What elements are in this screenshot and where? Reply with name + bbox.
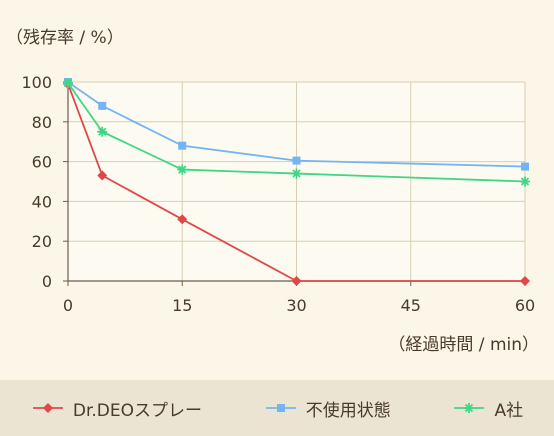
x-tick-label: 0	[63, 296, 73, 315]
data-point-1	[292, 156, 301, 165]
data-point-0	[177, 214, 188, 225]
legend-label: Dr.DEOスプレー	[72, 400, 202, 421]
y-tick-label: 60	[32, 153, 52, 172]
data-point-2	[291, 168, 302, 179]
plot-area: 0 20 40 60 80 100 0 15 30 45 60	[21, 73, 535, 315]
legend-swatch-icon	[32, 403, 63, 413]
x-tick-label: 15	[172, 296, 192, 315]
legend-item-1: 不使用状態	[264, 396, 391, 421]
data-point-1	[521, 162, 529, 171]
y-axis-label: （残存率 / %）	[6, 28, 124, 48]
data-point-1	[98, 101, 107, 110]
data-point-1	[178, 141, 187, 150]
legend-item-2: A社	[452, 396, 523, 421]
x-tick-label: 60	[515, 296, 535, 315]
y-tick-label: 100	[21, 73, 52, 92]
data-point-2	[63, 77, 73, 88]
legend: Dr.DEOスプレー 不使用状態 A社	[0, 380, 554, 436]
legend-swatch-icon	[265, 404, 296, 412]
legend-label: A社	[494, 400, 524, 421]
y-tick-label: 20	[32, 232, 52, 251]
y-tick-label: 40	[32, 192, 52, 211]
data-point-2	[520, 176, 530, 187]
x-axis-label: （経過時間 / min）	[388, 335, 539, 355]
legend-swatch-icon	[454, 403, 485, 413]
data-point-0	[97, 170, 108, 181]
data-point-2	[177, 164, 188, 175]
data-point-0	[520, 276, 530, 286]
x-tick-label: 30	[286, 296, 306, 315]
y-tick-label: 0	[42, 272, 52, 291]
legend-item-0: Dr.DEOスプレー	[31, 396, 202, 421]
x-tick-label: 45	[401, 296, 421, 315]
data-point-2	[97, 126, 108, 137]
y-tick-label: 80	[32, 113, 52, 132]
data-point-0	[291, 276, 302, 286]
legend-label: 不使用状態	[305, 400, 391, 421]
